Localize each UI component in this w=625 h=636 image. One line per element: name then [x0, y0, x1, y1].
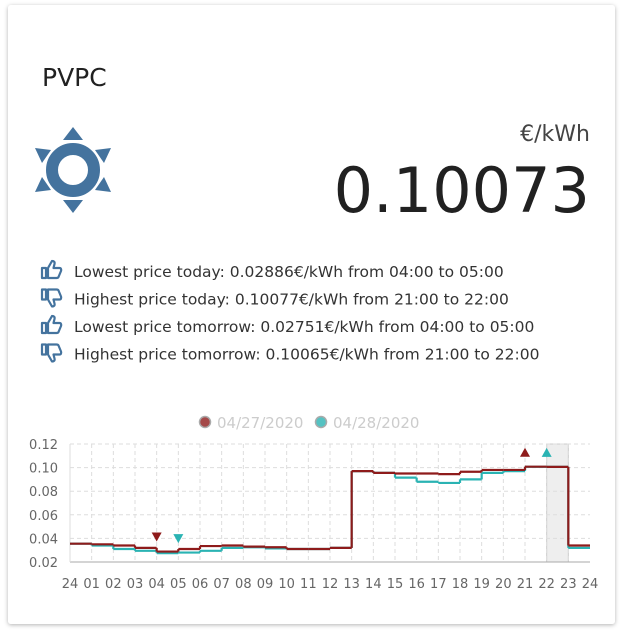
x-tick-label: 17 — [430, 577, 447, 592]
x-tick-label: 21 — [517, 577, 534, 592]
thumb-icon — [40, 314, 63, 335]
min-marker — [173, 534, 184, 544]
info-line: Lowest price tomorrow: 0.02751€/kWh from… — [74, 318, 534, 336]
x-tick-label: 05 — [170, 577, 187, 592]
x-tick-label: 13 — [343, 577, 360, 592]
y-tick-label: 0.04 — [29, 532, 58, 547]
chart: 0.02 0.04 0.06 0.08 0.10 0.12 24 01 02 03 04 05 06 07… — [29, 414, 598, 592]
legend-swatch — [198, 415, 212, 429]
legend-label: 04/28/2020 — [333, 414, 419, 432]
thumb-icon — [40, 288, 63, 308]
current-value: 0.10073 — [334, 154, 590, 227]
thumb-icon — [40, 343, 63, 363]
x-tick-label: 23 — [560, 577, 577, 592]
y-tick-label: 0.08 — [29, 485, 58, 500]
x-tick-label: 03 — [127, 577, 144, 592]
card-title: PVPC — [42, 63, 107, 92]
x-tick-label: 09 — [257, 577, 274, 592]
legend-swatch — [314, 415, 328, 429]
card — [8, 5, 615, 624]
y-tick-label: 0.10 — [29, 462, 58, 477]
max-marker — [541, 447, 552, 457]
x-tick-label: 16 — [408, 577, 425, 592]
min-marker — [151, 532, 162, 542]
x-tick-label: 18 — [452, 577, 469, 592]
x-tick-label: 06 — [192, 577, 209, 592]
x-tick-label: 11 — [300, 577, 317, 592]
unit: €/kWh — [520, 122, 590, 147]
x-tick-label: 01 — [83, 577, 100, 592]
x-tick-label: 24 — [62, 577, 79, 592]
x-tick-label: 10 — [278, 577, 295, 592]
info-line: Lowest price today: 0.02886€/kWh from 04… — [74, 263, 504, 281]
x-tick-label: 07 — [213, 577, 230, 592]
info-line: Highest price tomorrow: 0.10065€/kWh fro… — [74, 346, 539, 364]
y-tick-label: 0.12 — [29, 438, 58, 453]
x-tick-label: 04 — [148, 577, 165, 592]
current-hour-band — [546, 443, 569, 563]
y-tick-label: 0.06 — [29, 509, 58, 524]
x-tick-label: 15 — [387, 577, 404, 592]
thumb-icon — [40, 259, 63, 280]
x-tick-label: 19 — [473, 577, 490, 592]
thumb-shape — [40, 259, 63, 280]
y-tick-label: 0.02 — [29, 556, 58, 571]
legend-label: 04/27/2020 — [217, 414, 303, 432]
x-tick-label: 14 — [365, 577, 382, 592]
x-tick-label: 22 — [538, 577, 555, 592]
x-tick-label: 02 — [105, 577, 122, 592]
info-line: Highest price today: 0.10077€/kWh from 2… — [74, 291, 509, 309]
thumb-shape — [40, 314, 63, 335]
x-tick-label: 20 — [495, 577, 512, 592]
info-list: Lowest price today: 0.02886€/kWh from 04… — [40, 259, 539, 364]
sun-icon — [35, 127, 111, 213]
x-tick-label: 12 — [322, 577, 339, 592]
max-marker — [520, 447, 530, 457]
x-tick-label: 08 — [235, 577, 252, 592]
x-tick-label: 24 — [582, 577, 599, 592]
thumb-shape — [40, 288, 63, 308]
thumb-shape — [40, 343, 63, 363]
